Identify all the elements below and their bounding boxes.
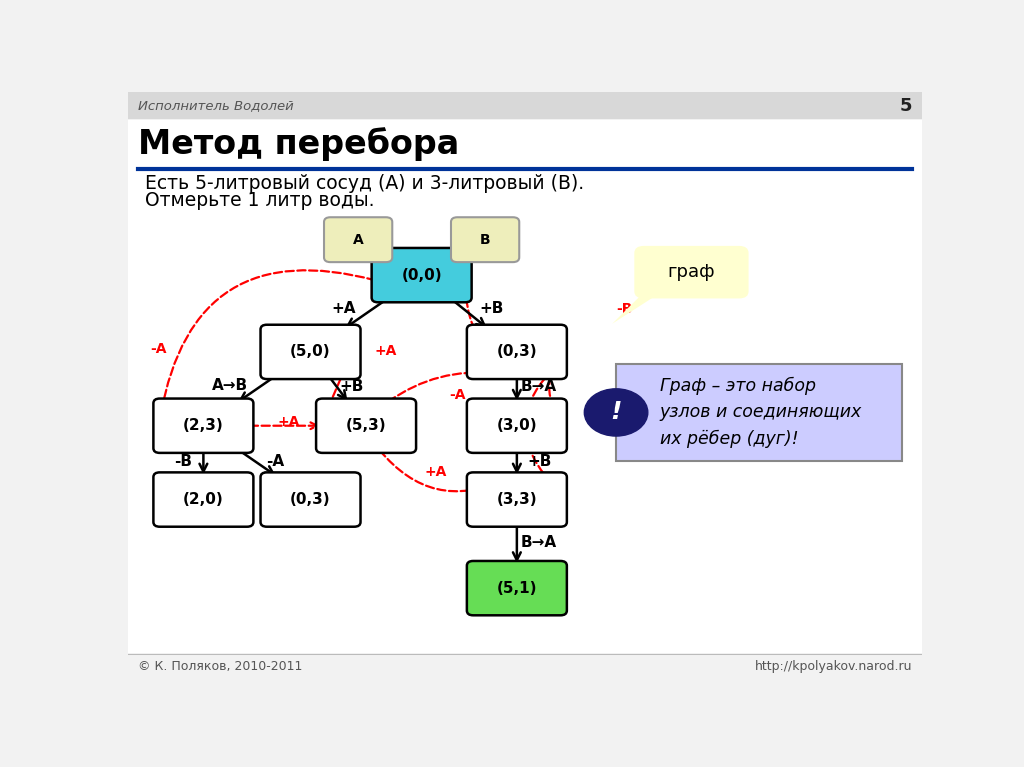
Text: (5,0): (5,0): [290, 344, 331, 360]
Text: B→A: B→A: [521, 379, 557, 393]
Text: +A: +A: [425, 466, 447, 479]
Text: (2,0): (2,0): [183, 492, 224, 507]
Text: -B: -B: [615, 301, 632, 316]
FancyBboxPatch shape: [372, 248, 472, 302]
FancyBboxPatch shape: [128, 92, 922, 119]
Text: (5,1): (5,1): [497, 581, 538, 596]
Text: -A: -A: [594, 400, 611, 413]
Text: (3,3): (3,3): [497, 492, 538, 507]
Text: -B: -B: [174, 454, 193, 469]
Text: (0,0): (0,0): [401, 268, 442, 282]
Text: B: B: [480, 232, 490, 247]
Text: (5,3): (5,3): [346, 418, 386, 433]
Text: Граф – это набор
узлов и соединяющих
их рёбер (дуг)!: Граф – это набор узлов и соединяющих их …: [659, 377, 862, 448]
Polygon shape: [612, 285, 672, 324]
Circle shape: [585, 389, 648, 436]
Text: A: A: [353, 232, 364, 247]
Text: +A: +A: [375, 344, 397, 357]
Text: !: !: [610, 400, 622, 424]
FancyBboxPatch shape: [634, 246, 749, 298]
FancyBboxPatch shape: [154, 399, 253, 453]
Text: (0,3): (0,3): [290, 492, 331, 507]
FancyBboxPatch shape: [316, 399, 416, 453]
FancyBboxPatch shape: [467, 472, 567, 527]
FancyBboxPatch shape: [260, 324, 360, 379]
Text: +A: +A: [278, 415, 299, 430]
Text: +B: +B: [340, 379, 364, 393]
Text: http://kpolyakov.narod.ru: http://kpolyakov.narod.ru: [755, 660, 912, 673]
FancyBboxPatch shape: [324, 217, 392, 262]
Text: 5: 5: [899, 97, 912, 114]
Text: -A: -A: [150, 342, 167, 356]
Text: -A: -A: [610, 425, 627, 439]
Text: (0,3): (0,3): [497, 344, 538, 360]
Text: Исполнитель Водолей: Исполнитель Водолей: [137, 99, 293, 112]
Text: B→A: B→A: [521, 535, 557, 550]
Text: Метод перебора: Метод перебора: [137, 127, 459, 161]
FancyBboxPatch shape: [467, 399, 567, 453]
Text: A→B: A→B: [212, 378, 248, 393]
Text: граф: граф: [668, 263, 716, 281]
FancyBboxPatch shape: [260, 472, 360, 527]
Text: © К. Поляков, 2010-2011: © К. Поляков, 2010-2011: [137, 660, 302, 673]
Text: Есть 5-литровый сосуд (А) и 3-литровый (В).: Есть 5-литровый сосуд (А) и 3-литровый (…: [145, 173, 585, 193]
Text: +B: +B: [527, 454, 551, 469]
Text: -A: -A: [266, 454, 284, 469]
Text: Отмерьте 1 литр воды.: Отмерьте 1 литр воды.: [145, 191, 375, 210]
FancyBboxPatch shape: [467, 324, 567, 379]
FancyBboxPatch shape: [467, 561, 567, 615]
Text: +A: +A: [332, 301, 356, 316]
FancyBboxPatch shape: [128, 120, 922, 656]
Text: +B: +B: [479, 301, 504, 316]
Text: (2,3): (2,3): [183, 418, 224, 433]
FancyBboxPatch shape: [616, 364, 902, 461]
Text: (3,0): (3,0): [497, 418, 538, 433]
FancyBboxPatch shape: [154, 472, 253, 527]
FancyBboxPatch shape: [451, 217, 519, 262]
Text: -A: -A: [450, 388, 466, 402]
